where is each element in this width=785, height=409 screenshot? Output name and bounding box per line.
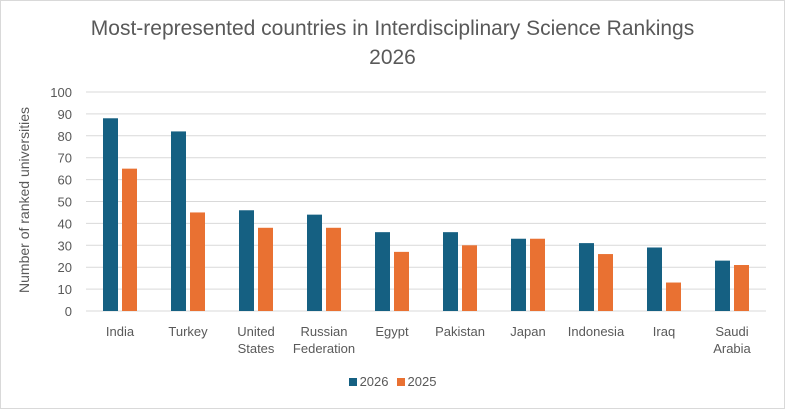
bar-2025-indonesia [598, 254, 613, 311]
legend-item-2026: 2026 [348, 374, 389, 389]
y-tick-label: 30 [58, 238, 72, 253]
legend: 2026 2025 [0, 374, 785, 389]
bar-2026-egypt [375, 232, 390, 311]
bar-2025-russian-federation [326, 227, 341, 311]
bar-2025-iraq [666, 282, 681, 311]
x-tick-label: Saudi Arabia [713, 324, 751, 356]
legend-swatch [396, 378, 405, 386]
bar-2025-pakistan [462, 245, 477, 311]
x-tick-label: Egypt [375, 324, 409, 339]
y-tick-label: 100 [50, 85, 72, 100]
bar-2026-russian-federation [307, 214, 322, 311]
bar-2025-united-states [258, 227, 273, 311]
bar-2026-japan [511, 238, 526, 311]
x-tick-label: Japan [510, 324, 545, 339]
y-tick-label: 80 [58, 129, 72, 144]
y-tick-label: 20 [58, 260, 72, 275]
bar-2026-turkey [171, 131, 186, 311]
bar-2026-india [103, 118, 118, 311]
bar-2025-india [122, 168, 137, 311]
x-tick-label: Iraq [653, 324, 675, 339]
y-tick-label: 40 [58, 216, 72, 231]
bar-2025-japan [530, 238, 545, 311]
chart-title-line-1: Most-represented countries in Interdisci… [90, 17, 695, 40]
legend-label: 2025 [407, 374, 437, 389]
x-tick-label: Russian Federation [293, 324, 355, 356]
y-tick-label: 90 [58, 107, 72, 122]
y-tick-label: 70 [58, 151, 72, 166]
bar-2026-united-states [239, 210, 254, 311]
y-tick-label: 10 [58, 282, 72, 297]
x-tick-label: Indonesia [568, 324, 625, 339]
y-tick-label: 60 [58, 173, 72, 188]
bar-2025-saudi-arabia [734, 265, 749, 311]
y-tick-label: 0 [65, 304, 72, 319]
x-tick-label: Pakistan [435, 324, 485, 339]
bar-2026-iraq [647, 247, 662, 311]
x-tick-label: India [106, 324, 135, 339]
bar-2026-saudi-arabia [715, 260, 730, 311]
y-tick-label: 50 [58, 195, 72, 210]
bar-2025-turkey [190, 212, 205, 311]
legend-label: 2026 [359, 374, 389, 389]
chart-title: Most-represented countries in Interdisci… [0, 14, 785, 72]
legend-swatch [348, 378, 357, 386]
bar-2026-pakistan [443, 232, 458, 311]
x-tick-label: United States [237, 324, 275, 356]
chart-title-line-2: 2026 [369, 46, 416, 69]
bar-2026-indonesia [579, 243, 594, 311]
legend-item-2025: 2025 [396, 374, 437, 389]
x-tick-label: Turkey [168, 324, 208, 339]
bar-2025-egypt [394, 251, 409, 311]
